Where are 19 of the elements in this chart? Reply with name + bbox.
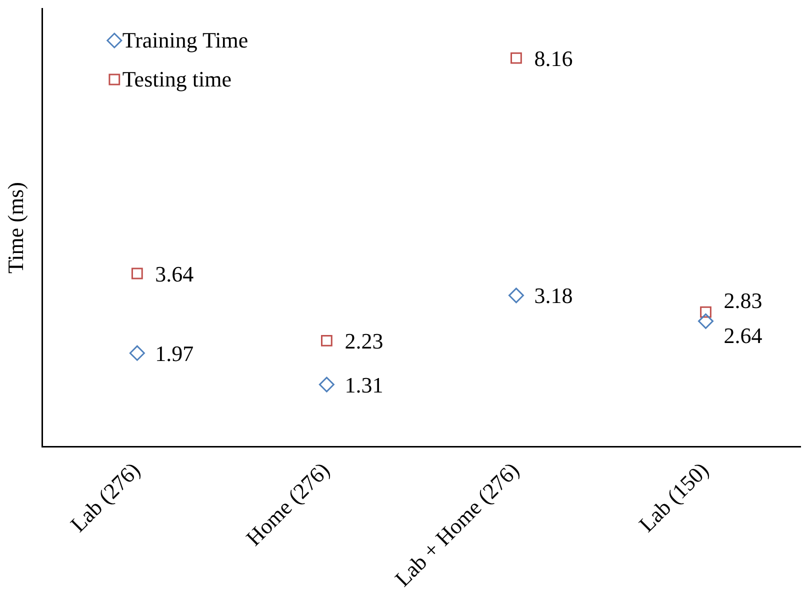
point [320, 335, 332, 346]
y-axis-title: Time (ms) [2, 182, 28, 274]
data-label: 1.97 [155, 340, 194, 366]
data-label: 3.18 [534, 283, 573, 308]
point [698, 313, 714, 329]
data-label: 2.64 [724, 322, 762, 348]
data-label: 1.31 [344, 372, 384, 398]
data-label: 3.64 [155, 261, 194, 286]
point [318, 376, 334, 392]
point [129, 345, 145, 361]
point [700, 306, 712, 318]
point [131, 268, 143, 280]
legend-label: Training Time [122, 27, 248, 52]
point [510, 52, 522, 64]
data-label: 2.83 [724, 288, 762, 313]
legend-label: Testing time [122, 66, 232, 92]
data-label: 8.16 [534, 46, 573, 71]
data-label: 2.23 [344, 328, 384, 354]
point [508, 288, 524, 304]
